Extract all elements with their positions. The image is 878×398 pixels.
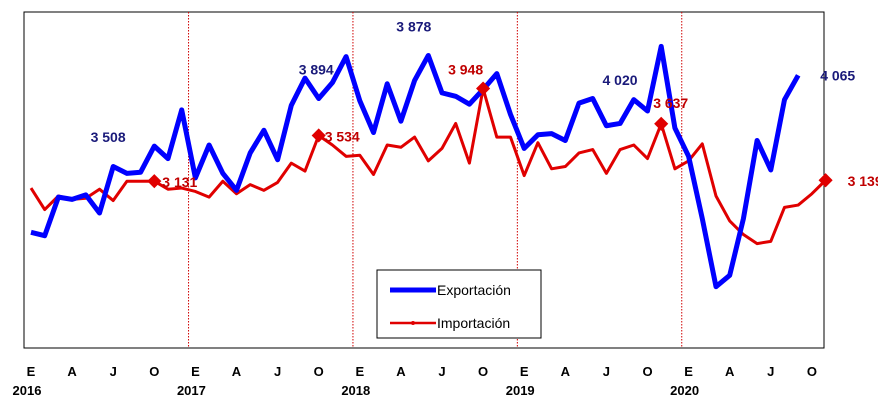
- legend: Exportación Importación: [376, 269, 542, 339]
- x-tick-label-month: J: [767, 364, 774, 379]
- x-tick-label-month: J: [110, 364, 117, 379]
- data-marker-importacion: [818, 173, 833, 188]
- x-tick-label-month: O: [642, 364, 652, 379]
- x-tick-label-year: 2019: [506, 383, 535, 398]
- x-tick-label-month: E: [520, 364, 529, 379]
- x-tick-label-month: A: [725, 364, 735, 379]
- x-tick-label-month: A: [396, 364, 406, 379]
- x-tick-label-month: A: [232, 364, 242, 379]
- data-labels: 3 508 3 894 3 878 4 020 4 065 3 131 3 534 3 948…: [91, 18, 878, 190]
- x-tick-label-month: O: [807, 364, 817, 379]
- data-label-importacion: 3 637: [653, 95, 688, 111]
- x-tick-label-month: J: [603, 364, 610, 379]
- series-line-importacion: [29, 87, 827, 246]
- data-label-importacion: 3 139: [848, 173, 878, 189]
- x-tick-label-month: E: [684, 364, 693, 379]
- data-label-exportacion: 3 508: [91, 129, 126, 145]
- series-line-exportacion: [30, 43, 801, 290]
- legend-label-importacion: Importación: [437, 315, 510, 331]
- x-tick-label-month: O: [478, 364, 488, 379]
- x-tick-label-year: 2018: [341, 383, 370, 398]
- data-label-importacion: 3 131: [162, 174, 197, 190]
- legend-marker-importacion: [411, 321, 415, 325]
- x-tick-label-month: J: [438, 364, 445, 379]
- data-label-importacion: 3 534: [325, 128, 360, 144]
- x-axis: E A J O E A J O E A J O E A J O E A J O 2016 2017 2018 2019 2020: [13, 364, 817, 398]
- x-tick-label-month: E: [355, 364, 364, 379]
- x-tick-label-year: 2017: [177, 383, 206, 398]
- data-label-exportacion: 4 065: [820, 67, 855, 83]
- x-tick-label-month: E: [191, 364, 200, 379]
- legend-label-exportacion: Exportación: [437, 282, 511, 298]
- x-tick-label-month: A: [561, 364, 571, 379]
- data-label-importacion: 3 948: [448, 62, 483, 78]
- x-tick-label-year: 2020: [670, 383, 699, 398]
- data-label-exportacion: 3 894: [299, 62, 334, 78]
- data-marker-importacion: [654, 116, 669, 131]
- x-tick-label-year: 2016: [13, 383, 42, 398]
- data-marker-importacion: [311, 128, 326, 143]
- legend-box: [376, 269, 542, 339]
- data-label-exportacion: 3 878: [396, 18, 431, 34]
- x-tick-label-month: E: [27, 364, 36, 379]
- x-tick-label-month: O: [149, 364, 159, 379]
- data-marker-importacion: [476, 81, 491, 96]
- x-tick-label-month: O: [314, 364, 324, 379]
- data-label-exportacion: 4 020: [603, 72, 638, 88]
- x-tick-label-month: A: [67, 364, 77, 379]
- x-tick-label-month: J: [274, 364, 281, 379]
- series-layer: [29, 43, 827, 290]
- data-marker-importacion: [147, 174, 162, 189]
